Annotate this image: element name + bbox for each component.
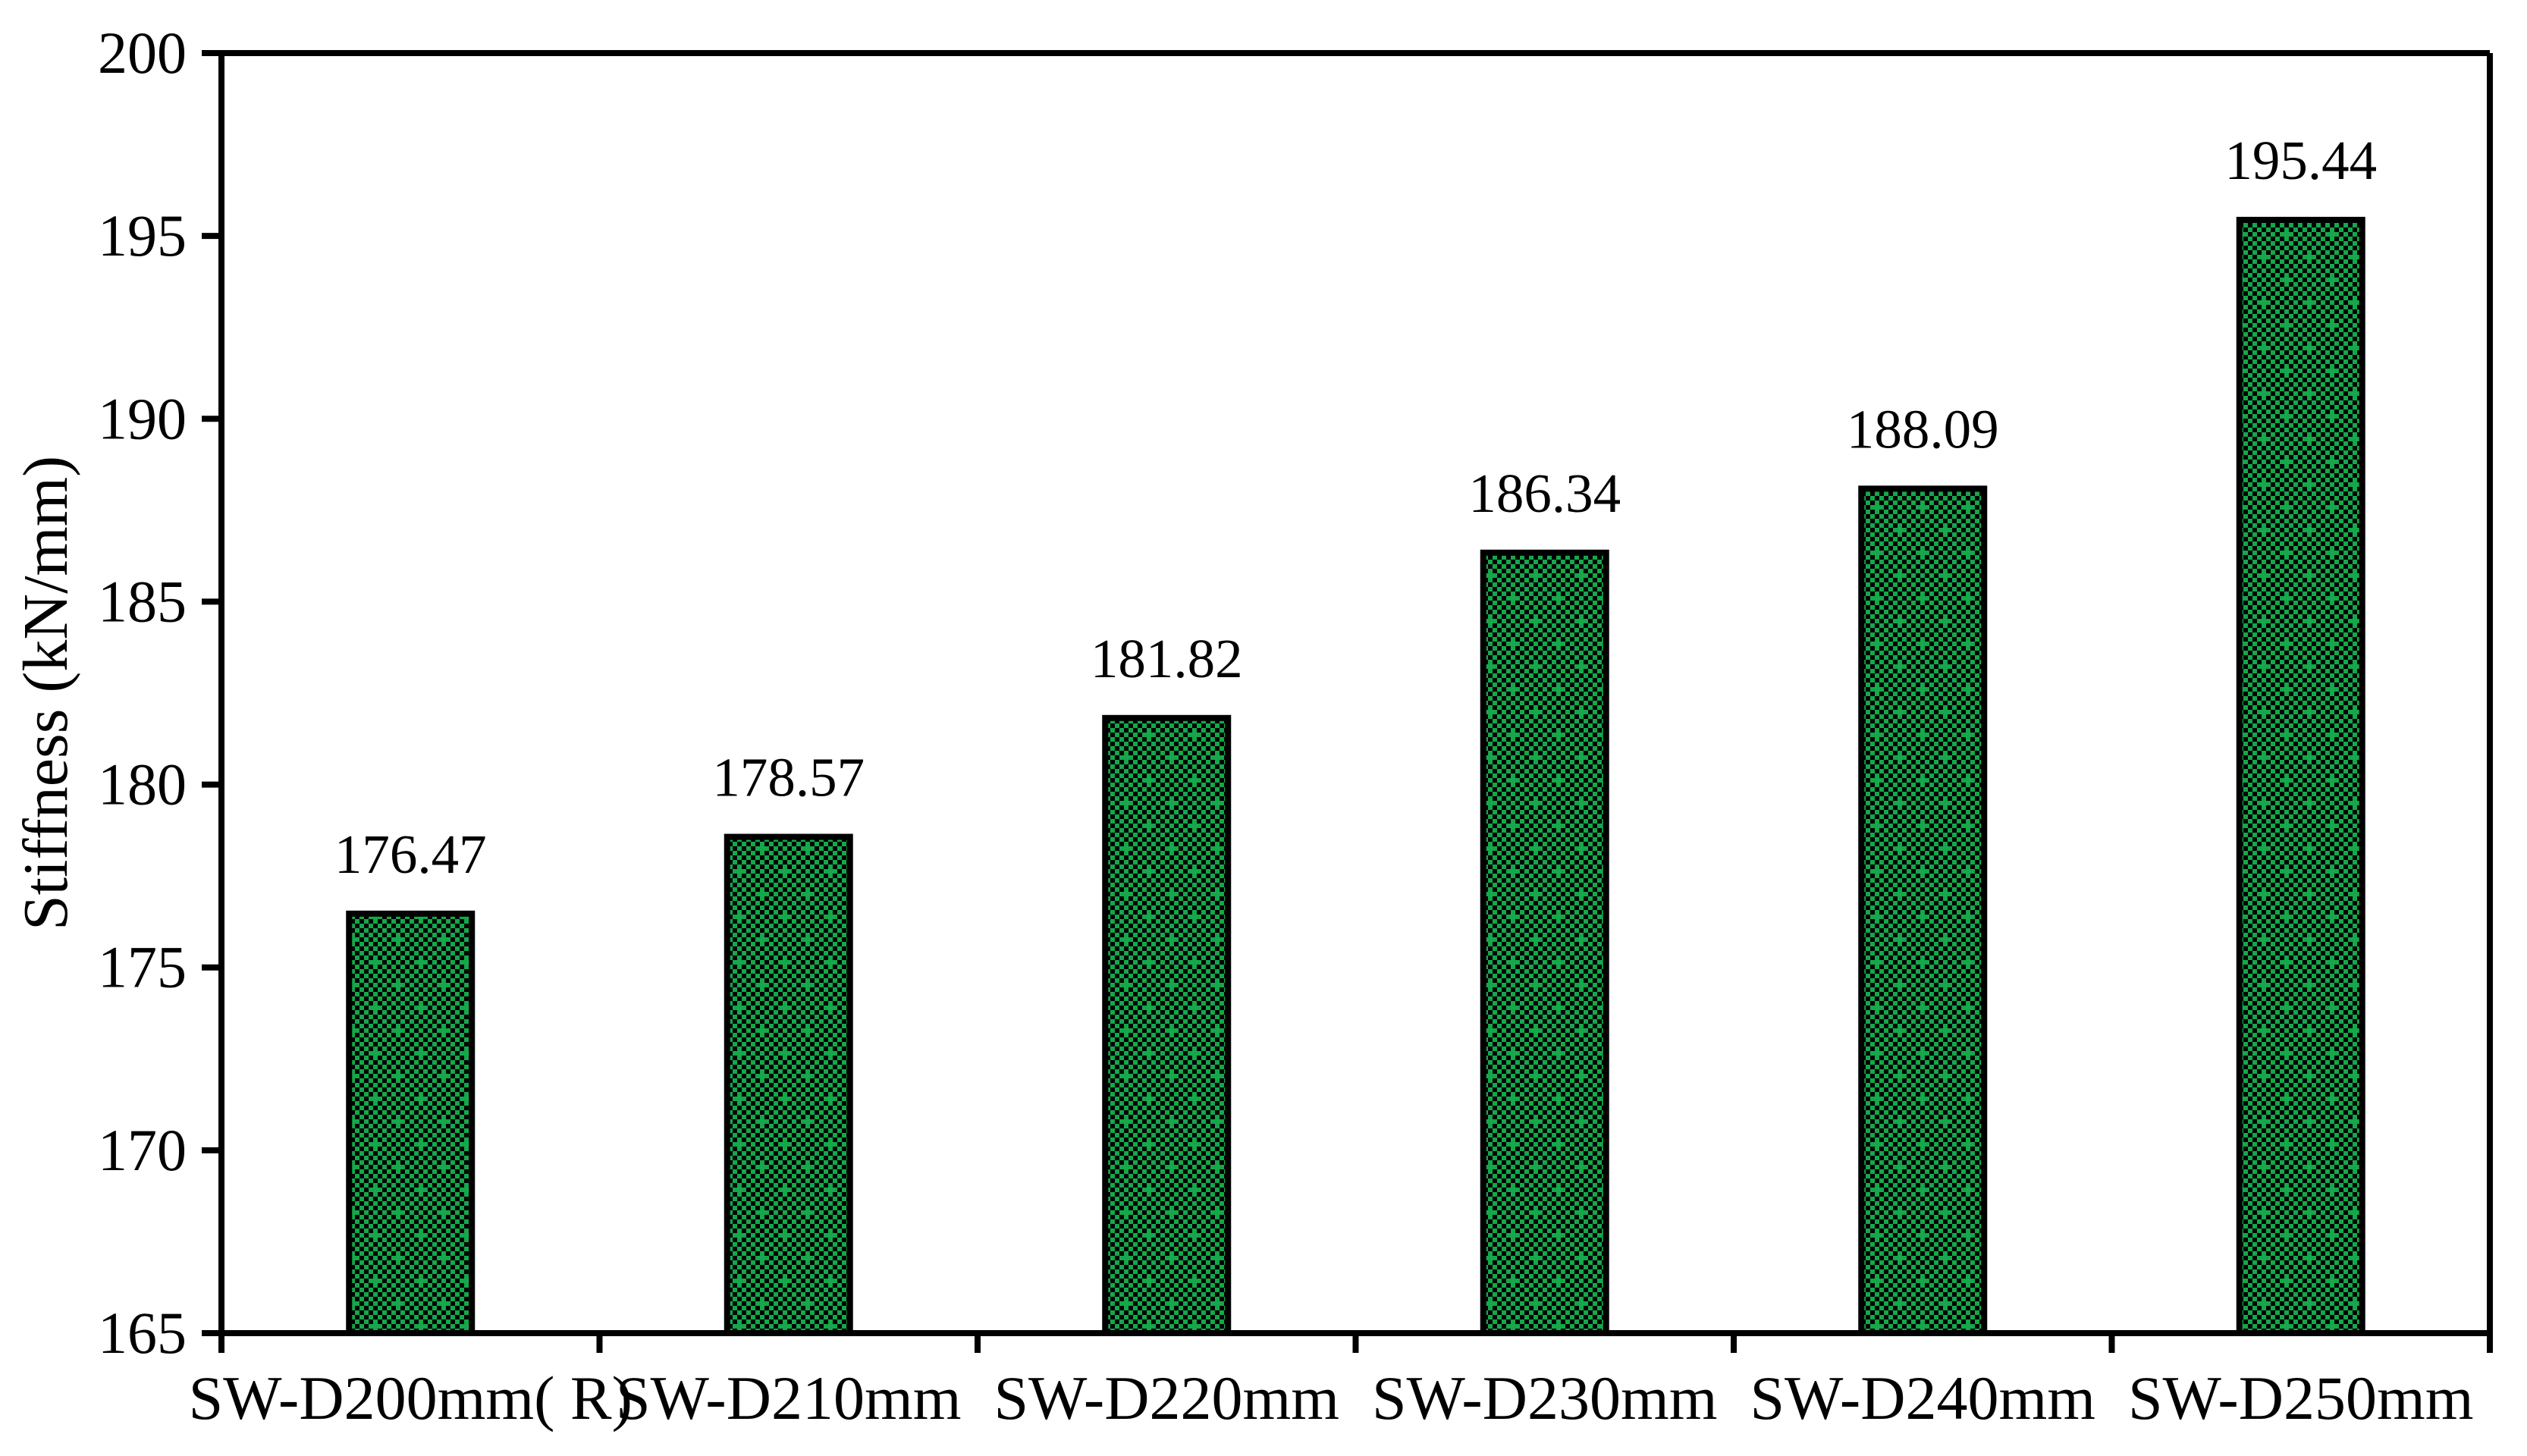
bar-value-label: 181.82: [1091, 628, 1243, 689]
x-axis-category-label: SW-D200mm( R): [189, 1363, 633, 1432]
bar: [1480, 549, 1609, 1337]
bar-value-label: 178.57: [712, 747, 865, 808]
x-axis-category-label: SW-D250mm: [2128, 1363, 2474, 1432]
bar: [2236, 216, 2365, 1337]
y-axis-tick-label: 175: [98, 934, 187, 1000]
y-axis-title: Stiffness (kN/mm): [11, 456, 81, 930]
bar: [724, 833, 853, 1337]
bar-value-label: 188.09: [1847, 398, 1999, 460]
y-axis-tick-label: 170: [98, 1117, 187, 1183]
x-axis-category-label: SW-D240mm: [1750, 1363, 2095, 1432]
y-axis-tick-label: 190: [98, 385, 187, 451]
y-axis-tick-label: 185: [98, 568, 187, 634]
axes-frame: [202, 50, 2493, 1353]
x-axis-category-label: SW-D230mm: [1372, 1363, 1718, 1432]
y-axis-tick-label: 165: [98, 1300, 187, 1366]
x-axis-category-label: SW-D210mm: [616, 1363, 962, 1432]
y-axis-tick-label: 195: [98, 202, 187, 268]
x-axis-category-label: SW-D220mm: [994, 1363, 1339, 1432]
bar-value-label: 195.44: [2224, 130, 2377, 191]
y-axis-tick-label: 180: [98, 752, 187, 817]
bar: [1858, 485, 1988, 1336]
y-axis-tick-label: 200: [98, 20, 187, 86]
bar-value-label: 176.47: [334, 824, 487, 885]
bar: [346, 910, 476, 1336]
bar-value-label: 186.34: [1468, 463, 1621, 524]
bar: [1102, 714, 1232, 1336]
